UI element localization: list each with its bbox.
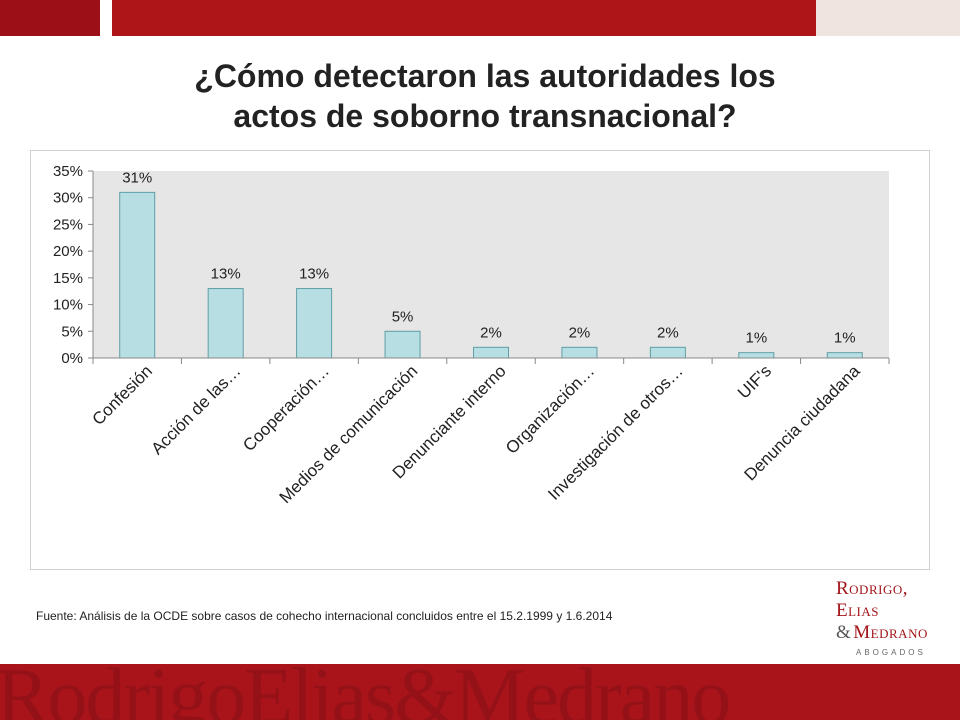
bar [296,288,333,359]
logo-line-1: Rodrigo, [836,578,908,599]
logo-line-3-text: Medrano [853,622,928,643]
y-tick-label: 0% [61,350,83,367]
slide-title-line1: ¿Cómo detectaron las autoridades los [194,58,776,94]
x-tick-label: UIF's [734,361,775,402]
data-label: 2% [569,324,591,341]
top-band-left [0,0,100,36]
bar [473,346,509,359]
bar [738,352,775,359]
bar-chart: 0% 5% 10% 15% 20% 25% 30% 35% 31% 13% 13% 5% 2% 2% 2% 1… [53,163,890,507]
logo-line-2: Elias [836,600,879,621]
y-tick-label: 35% [53,163,83,180]
y-tick-label: 10% [53,297,83,314]
bar [207,288,244,359]
slide-title: ¿Cómo detectaron las autoridades los act… [100,56,870,136]
data-label: 2% [657,324,679,341]
data-label: 1% [745,330,767,347]
bar [119,191,156,359]
y-tick-label: 15% [53,270,83,287]
y-tick-label: 5% [61,323,83,340]
bar [384,330,421,359]
data-label: 5% [392,308,414,325]
bar [561,346,598,359]
bar [826,352,863,359]
data-label: 13% [299,266,329,283]
logo-ampersand: & [836,622,852,643]
source-note: Fuente: Análisis de la OCDE sobre casos … [36,609,613,623]
x-tick-label: Organización… [502,361,598,457]
data-label: 1% [834,330,856,347]
x-tick-label: Confesión [88,361,156,429]
top-band-right [816,0,960,36]
logo-line-3: & Medrano [836,622,952,644]
data-label: 13% [211,266,241,283]
y-tick-label: 20% [53,243,83,260]
logo-subtitle: ABOGADOS [856,648,926,657]
bar [649,346,686,359]
slide-title-line2: actos de soborno transnacional? [233,98,737,134]
chart-frame: 0% 5% 10% 15% 20% 25% 30% 35% 31% 13% 13% 5% 2% 2% 2% 1… [30,150,930,570]
y-tick-label: 30% [53,190,83,207]
x-tick-label: Acción de las… [148,361,245,458]
company-logo: Rodrigo, Elias & Medrano ABOGADOS [836,578,952,658]
brand-watermark: RodrigoElias&Medrano [0,664,731,720]
y-tick-label: 25% [53,216,83,233]
top-band-center [112,0,816,36]
data-label: 2% [480,324,502,341]
data-label: 31% [122,169,152,186]
x-tick-label: Cooperación… [239,361,333,455]
bottom-band: RodrigoElias&Medrano [0,664,960,720]
